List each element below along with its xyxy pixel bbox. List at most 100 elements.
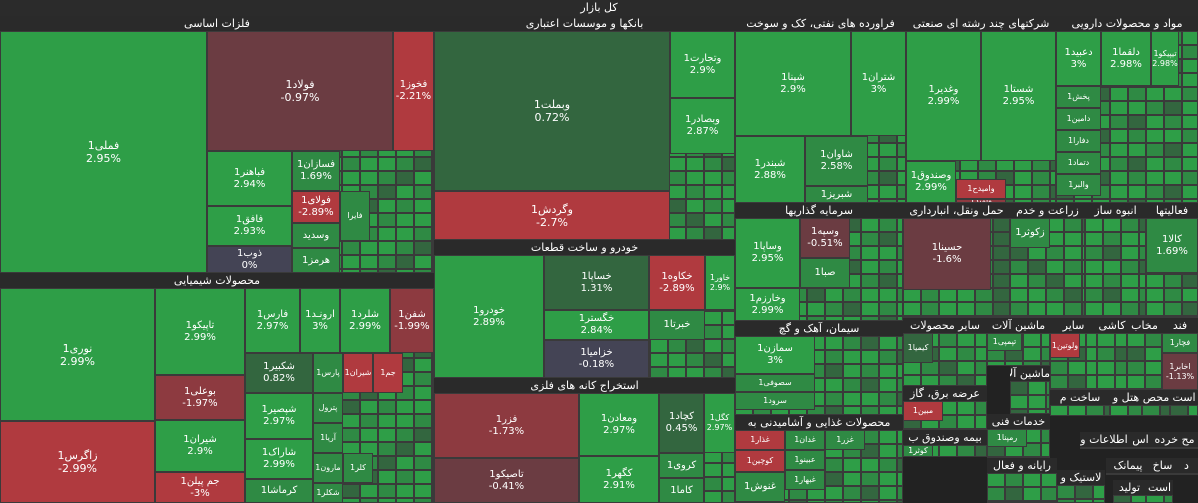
treemap-tile[interactable]: [1146, 101, 1164, 115]
treemap-tile[interactable]: [432, 470, 434, 484]
sector-header[interactable]: سیمان، آهک و گچ: [735, 321, 903, 336]
treemap-tile[interactable]: [1164, 157, 1182, 171]
treemap-tile[interactable]: [939, 361, 957, 375]
treemap-tile[interactable]: [879, 350, 897, 364]
treemap-tile[interactable]: [1121, 232, 1139, 246]
treemap-tile[interactable]: [879, 392, 897, 406]
treemap-tile[interactable]: [1128, 405, 1142, 416]
treemap-tile[interactable]: [1121, 260, 1139, 274]
treemap-tile[interactable]: [1064, 302, 1082, 316]
treemap-tile[interactable]: [722, 213, 735, 227]
treemap-tile[interactable]: [861, 274, 879, 288]
sector-header[interactable]: اطلاعات و: [1080, 432, 1128, 447]
treemap-tile[interactable]: [1145, 375, 1162, 389]
treemap-tile[interactable]: [668, 339, 686, 353]
treemap-tile[interactable]: تپمپی1: [987, 333, 1022, 351]
treemap-tile[interactable]: شفن1 -1.99%: [390, 288, 434, 353]
treemap-tile[interactable]: [1041, 487, 1057, 501]
treemap-tile[interactable]: [722, 185, 735, 199]
sector-header[interactable]: است: [1170, 390, 1198, 405]
treemap-tile[interactable]: [1153, 447, 1171, 449]
treemap-tile[interactable]: وغدیر1 2.99%: [906, 31, 981, 161]
treemap-tile[interactable]: [1028, 302, 1046, 316]
treemap-tile[interactable]: خاور1 2.9%: [705, 255, 735, 310]
treemap-tile[interactable]: وبملت1 0.72%: [434, 31, 670, 191]
treemap-tile[interactable]: [939, 445, 957, 457]
treemap-tile[interactable]: [1139, 274, 1146, 288]
treemap-tile[interactable]: [1127, 361, 1145, 375]
treemap-tile[interactable]: فایرا: [340, 191, 370, 241]
treemap-tile[interactable]: [668, 157, 686, 171]
treemap-tile[interactable]: [396, 185, 414, 199]
treemap-tile[interactable]: [1131, 495, 1146, 503]
treemap-tile[interactable]: [1164, 185, 1182, 199]
treemap-tile[interactable]: [897, 458, 903, 472]
treemap-tile[interactable]: [825, 472, 843, 486]
treemap-tile[interactable]: [843, 336, 861, 350]
treemap-tile[interactable]: [1182, 101, 1198, 115]
treemap-tile[interactable]: شستا1 2.95%: [981, 31, 1056, 161]
treemap-tile[interactable]: [1092, 199, 1110, 203]
treemap-tile[interactable]: [1023, 487, 1041, 501]
treemap-tile[interactable]: [1164, 288, 1182, 302]
treemap-tile[interactable]: [1075, 485, 1093, 499]
treemap-tile[interactable]: [668, 353, 686, 367]
treemap-tile[interactable]: [1086, 333, 1097, 347]
treemap-tile[interactable]: [342, 484, 360, 498]
treemap-tile[interactable]: تیپیکو1 2.98%: [1151, 31, 1179, 86]
treemap-tile[interactable]: [1182, 45, 1198, 59]
treemap-tile[interactable]: [704, 353, 722, 367]
treemap-tile[interactable]: [668, 367, 686, 378]
treemap-tile[interactable]: [1110, 87, 1128, 101]
treemap-tile[interactable]: [1050, 185, 1056, 199]
treemap-tile[interactable]: بوعلی1 -1.97%: [155, 375, 245, 420]
treemap-tile[interactable]: [1086, 405, 1104, 416]
treemap-tile[interactable]: [396, 442, 414, 456]
treemap-tile[interactable]: [939, 288, 957, 302]
treemap-tile[interactable]: [1046, 288, 1064, 302]
treemap-tile[interactable]: [1121, 288, 1139, 302]
treemap-tile[interactable]: [1110, 405, 1128, 416]
treemap-tile[interactable]: [1110, 115, 1128, 129]
treemap-tile[interactable]: شاراک1 2.99%: [245, 439, 313, 479]
treemap-tile[interactable]: [1113, 495, 1131, 503]
treemap-tile[interactable]: [975, 288, 993, 302]
treemap-tile[interactable]: سمازن1 3%: [735, 336, 815, 374]
treemap-tile[interactable]: خگستر1 2.84%: [544, 310, 649, 340]
treemap-tile[interactable]: شپصیر1 2.97%: [245, 393, 313, 439]
sector-header[interactable]: اس: [1128, 432, 1153, 447]
treemap-tile[interactable]: [1170, 405, 1188, 416]
treemap-tile[interactable]: [432, 185, 434, 199]
sector-header[interactable]: بانکها و موسسات اعتباری: [434, 16, 735, 31]
treemap-tile[interactable]: غذار1: [735, 430, 785, 450]
treemap-tile[interactable]: هرمز1: [292, 248, 340, 273]
treemap-tile[interactable]: [879, 378, 897, 392]
treemap-tile[interactable]: [1103, 288, 1121, 302]
treemap-tile[interactable]: [342, 269, 360, 273]
treemap-tile[interactable]: [1086, 361, 1097, 375]
treemap-tile[interactable]: [957, 375, 975, 386]
treemap-tile[interactable]: [686, 199, 704, 213]
treemap-tile[interactable]: [722, 477, 735, 491]
treemap-tile[interactable]: [843, 392, 861, 406]
treemap-tile[interactable]: [1146, 495, 1164, 503]
treemap-tile[interactable]: [396, 199, 414, 213]
treemap-tile[interactable]: [1106, 473, 1124, 475]
treemap-tile[interactable]: [1010, 302, 1028, 316]
treemap-tile[interactable]: [686, 213, 704, 227]
sector-header[interactable]: ساخت م: [1050, 390, 1110, 405]
treemap-tile[interactable]: [1193, 473, 1198, 475]
treemap-tile[interactable]: مبین1: [903, 401, 943, 421]
sector-header[interactable]: عرضه برق، گاز: [903, 386, 987, 401]
treemap-tile[interactable]: [879, 246, 897, 260]
treemap-tile[interactable]: زاگرس1 -2.99%: [0, 421, 155, 503]
sector-header[interactable]: پیمانک: [1106, 458, 1150, 473]
treemap-tile[interactable]: [1028, 246, 1046, 260]
treemap-tile[interactable]: [1041, 443, 1050, 457]
treemap-tile[interactable]: [1145, 333, 1162, 347]
treemap-tile[interactable]: [825, 350, 843, 364]
treemap-tile[interactable]: [396, 428, 414, 442]
treemap-tile[interactable]: [1041, 347, 1050, 361]
sector-header[interactable]: د: [1175, 458, 1198, 473]
treemap-tile[interactable]: شلرد1 2.99%: [340, 288, 390, 353]
